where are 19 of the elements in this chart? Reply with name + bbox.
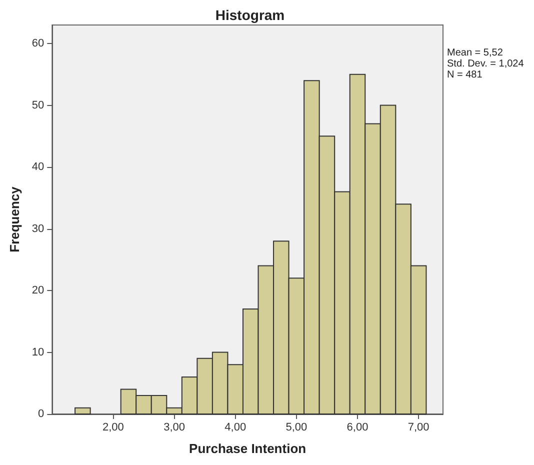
text: Mean = 5,52 <box>447 48 504 58</box>
y-axis-title: Frequency <box>7 186 22 252</box>
x-axis-title: Purchase Intention <box>189 441 306 456</box>
x-tick-label: 3,00 <box>164 422 185 434</box>
y-tick-label: 30 <box>32 222 44 235</box>
text: Std. Dev. = 1,024 <box>447 58 524 70</box>
x-tick-label: 5,00 <box>286 422 308 434</box>
x-tick-label: 2,00 <box>102 422 124 434</box>
x-tick-label: 7,00 <box>408 422 430 434</box>
text: N = 481 <box>447 70 483 80</box>
y-tick-label: 60 <box>32 38 44 50</box>
y-tick-label: 10 <box>32 346 44 358</box>
y-tick-label: 40 <box>32 161 44 174</box>
y-tick-label: 20 <box>32 284 44 297</box>
x-tick-label: 6,00 <box>346 422 368 434</box>
x-tick-label: 4,00 <box>224 422 246 434</box>
y-tick-label: 50 <box>32 99 44 112</box>
y-tick-label: 0 <box>38 408 44 420</box>
chart-title: Histogram <box>215 7 285 23</box>
